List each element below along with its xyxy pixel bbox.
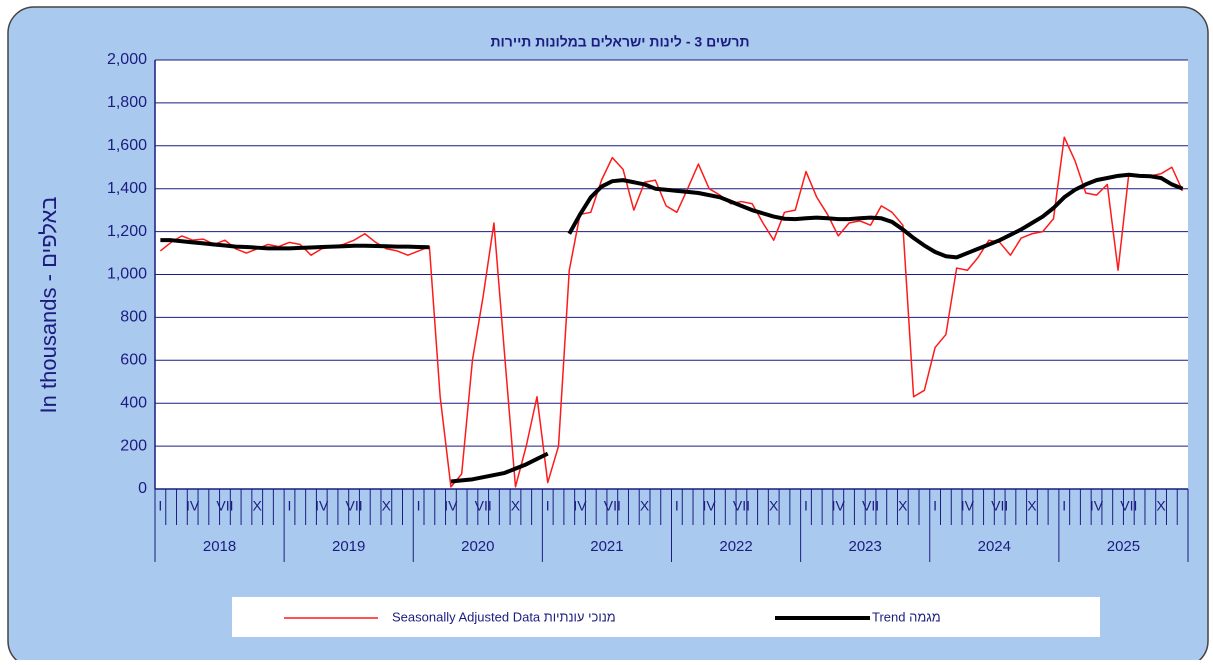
legend bbox=[232, 597, 1100, 637]
x-tick-label: I bbox=[675, 498, 679, 514]
x-tick-label: VII bbox=[475, 498, 492, 514]
legend-label: Seasonally Adjusted Data מנוכי עונתיות bbox=[392, 609, 616, 624]
x-tick-label: I bbox=[158, 498, 162, 514]
x-tick-label: VII bbox=[991, 498, 1008, 514]
x-tick-label: I bbox=[546, 498, 550, 514]
y-tick-label: 800 bbox=[120, 309, 147, 326]
x-tick-label: X bbox=[511, 498, 521, 514]
year-label: 2021 bbox=[590, 538, 623, 555]
x-tick-label: X bbox=[898, 498, 908, 514]
x-tick-label: X bbox=[1027, 498, 1037, 514]
y-tick-label: 1,600 bbox=[107, 137, 147, 154]
year-label: 2025 bbox=[1107, 538, 1140, 555]
x-tick-label: IV bbox=[315, 498, 329, 514]
x-tick-label: I bbox=[804, 498, 808, 514]
chart-title: תרשים 3 - לינות ישראלים במלונות תיירות bbox=[491, 34, 750, 50]
x-tick-label: IV bbox=[832, 498, 846, 514]
x-tick-label: VII bbox=[216, 498, 233, 514]
y-tick-label: 2,000 bbox=[107, 51, 147, 68]
y-tick-label: 0 bbox=[138, 480, 147, 497]
y-tick-label: 1,800 bbox=[107, 94, 147, 111]
year-label: 2018 bbox=[203, 538, 236, 555]
year-label: 2020 bbox=[461, 538, 494, 555]
x-tick-label: X bbox=[769, 498, 779, 514]
x-tick-label: I bbox=[1062, 498, 1066, 514]
y-tick-label: 200 bbox=[120, 437, 147, 454]
x-tick-label: X bbox=[382, 498, 392, 514]
x-tick-label: IV bbox=[1090, 498, 1104, 514]
x-tick-label: I bbox=[417, 498, 421, 514]
x-tick-label: VII bbox=[733, 498, 750, 514]
x-tick-label: VII bbox=[346, 498, 363, 514]
y-tick-label: 600 bbox=[120, 352, 147, 369]
legend-label: Trend מגמה bbox=[872, 609, 941, 624]
x-tick-label: IV bbox=[961, 498, 975, 514]
x-tick-label: IV bbox=[444, 498, 458, 514]
x-tick-label: X bbox=[1156, 498, 1166, 514]
y-tick-label: 1,000 bbox=[107, 266, 147, 283]
y-tick-label: 1,400 bbox=[107, 180, 147, 197]
x-tick-label: I bbox=[933, 498, 937, 514]
x-tick-label: VII bbox=[604, 498, 621, 514]
year-label: 2022 bbox=[719, 538, 752, 555]
y-axis-label: In thousands - באלפים bbox=[36, 197, 61, 414]
x-tick-label: IV bbox=[573, 498, 587, 514]
x-tick-label: VII bbox=[1120, 498, 1137, 514]
year-label: 2019 bbox=[332, 538, 365, 555]
x-tick-label: I bbox=[288, 498, 292, 514]
x-tick-label: IV bbox=[186, 498, 200, 514]
year-label: 2023 bbox=[849, 538, 882, 555]
series-line bbox=[160, 172, 1184, 484]
y-tick-label: 1,200 bbox=[107, 223, 147, 240]
x-tick-label: VII bbox=[862, 498, 879, 514]
year-label: 2024 bbox=[978, 538, 1011, 555]
x-tick-label: IV bbox=[703, 498, 717, 514]
x-tick-label: X bbox=[253, 498, 263, 514]
y-tick-label: 400 bbox=[120, 394, 147, 411]
x-tick-label: X bbox=[640, 498, 650, 514]
